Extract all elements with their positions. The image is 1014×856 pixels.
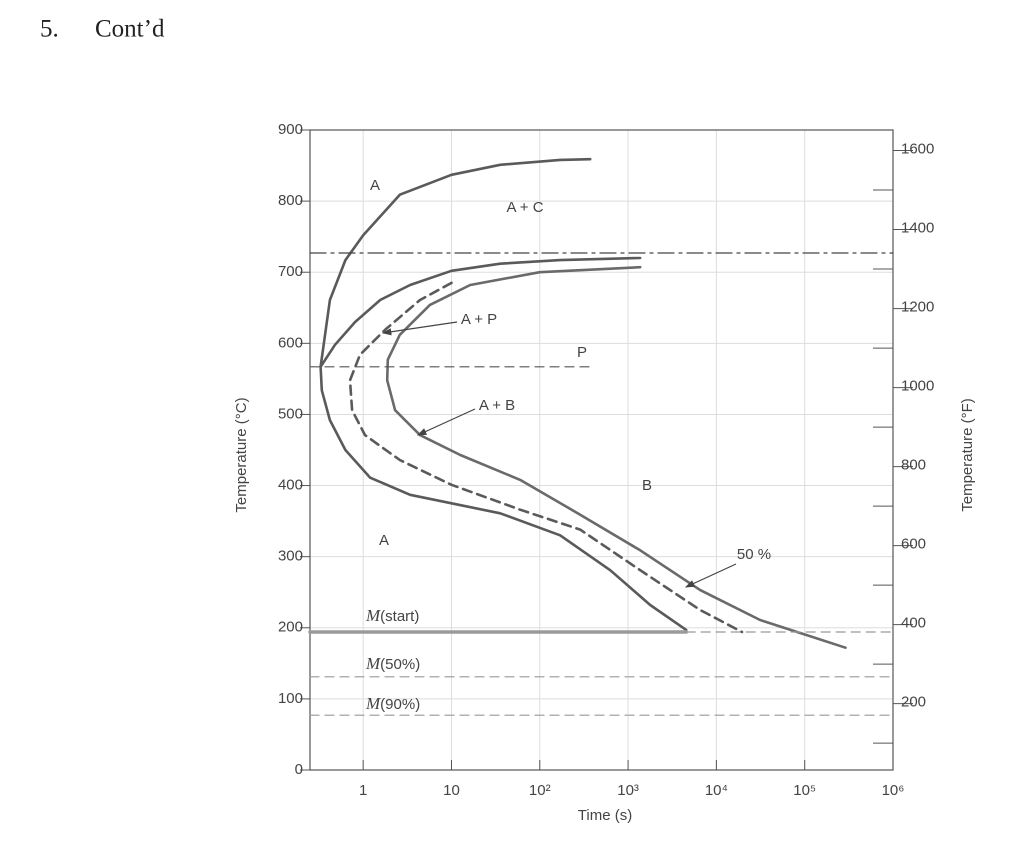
annotation: A + C	[506, 199, 543, 216]
y-tick-label: 500	[278, 405, 303, 422]
y2-axis-label: Temperature (°F)	[959, 398, 976, 512]
martensite-symbol: M	[365, 654, 381, 673]
y2-tick-label: 600	[901, 536, 926, 553]
y-tick-label: 0	[295, 761, 303, 778]
curve	[348, 281, 744, 634]
y2-tick-label: 1200	[901, 299, 934, 316]
x-tick-label: 10³	[617, 782, 639, 799]
martensite-text: (90%)	[380, 696, 420, 713]
annotation: A + B	[479, 397, 515, 414]
plot-frame	[309, 129, 894, 771]
y2-tick-label: 1400	[901, 220, 934, 237]
annotation: P	[577, 344, 587, 361]
x-axis-label: Time (s)	[578, 807, 632, 824]
annotation: A	[379, 532, 389, 549]
x-tick-label: 10⁵	[793, 782, 816, 799]
curve	[319, 157, 592, 369]
curve	[385, 265, 847, 649]
y-tick-label: 400	[278, 477, 303, 494]
heading-number: 5.	[40, 16, 59, 43]
martensite-text: (50%)	[380, 656, 420, 673]
curve	[319, 256, 688, 632]
martensite-label: M(start)	[365, 606, 419, 625]
y2-tick-label: 200	[901, 694, 926, 711]
martensite-symbol: M	[365, 694, 381, 713]
y-tick-label: 100	[278, 690, 303, 707]
martensite-text: (start)	[380, 608, 419, 625]
y2-tick-label: 1000	[901, 378, 934, 395]
y-axis-label: Temperature (°C)	[233, 397, 250, 512]
y2-tick-label: 400	[901, 615, 926, 632]
y2-tick-label: 1600	[901, 141, 934, 158]
annotation: A + P	[461, 311, 497, 328]
heading-text: Cont’d	[95, 16, 165, 43]
y-tick-label: 900	[278, 121, 303, 138]
y-tick-label: 800	[278, 192, 303, 209]
annotation: A	[370, 177, 380, 194]
annotation-arrow	[416, 408, 476, 436]
annotation-arrow	[381, 321, 458, 336]
y-tick-label: 200	[278, 619, 303, 636]
martensite-label: M(90%)	[365, 694, 420, 713]
martensite-label: M(50%)	[365, 654, 420, 673]
y-tick-label: 700	[278, 263, 303, 280]
y-tick-label: 300	[278, 548, 303, 565]
x-tick-label: 10⁶	[882, 782, 905, 799]
annotation: 50 %	[737, 546, 771, 563]
y-tick-label: 600	[278, 334, 303, 351]
x-tick-label: 1	[359, 782, 367, 799]
y2-tick-label: 800	[901, 457, 926, 474]
x-tick-label: 10⁴	[705, 782, 728, 799]
x-tick-label: 10	[443, 782, 460, 799]
annotation: B	[642, 477, 652, 494]
x-tick-label: 10²	[529, 782, 551, 799]
martensite-symbol: M	[365, 606, 381, 625]
annotation-arrow	[684, 563, 737, 588]
